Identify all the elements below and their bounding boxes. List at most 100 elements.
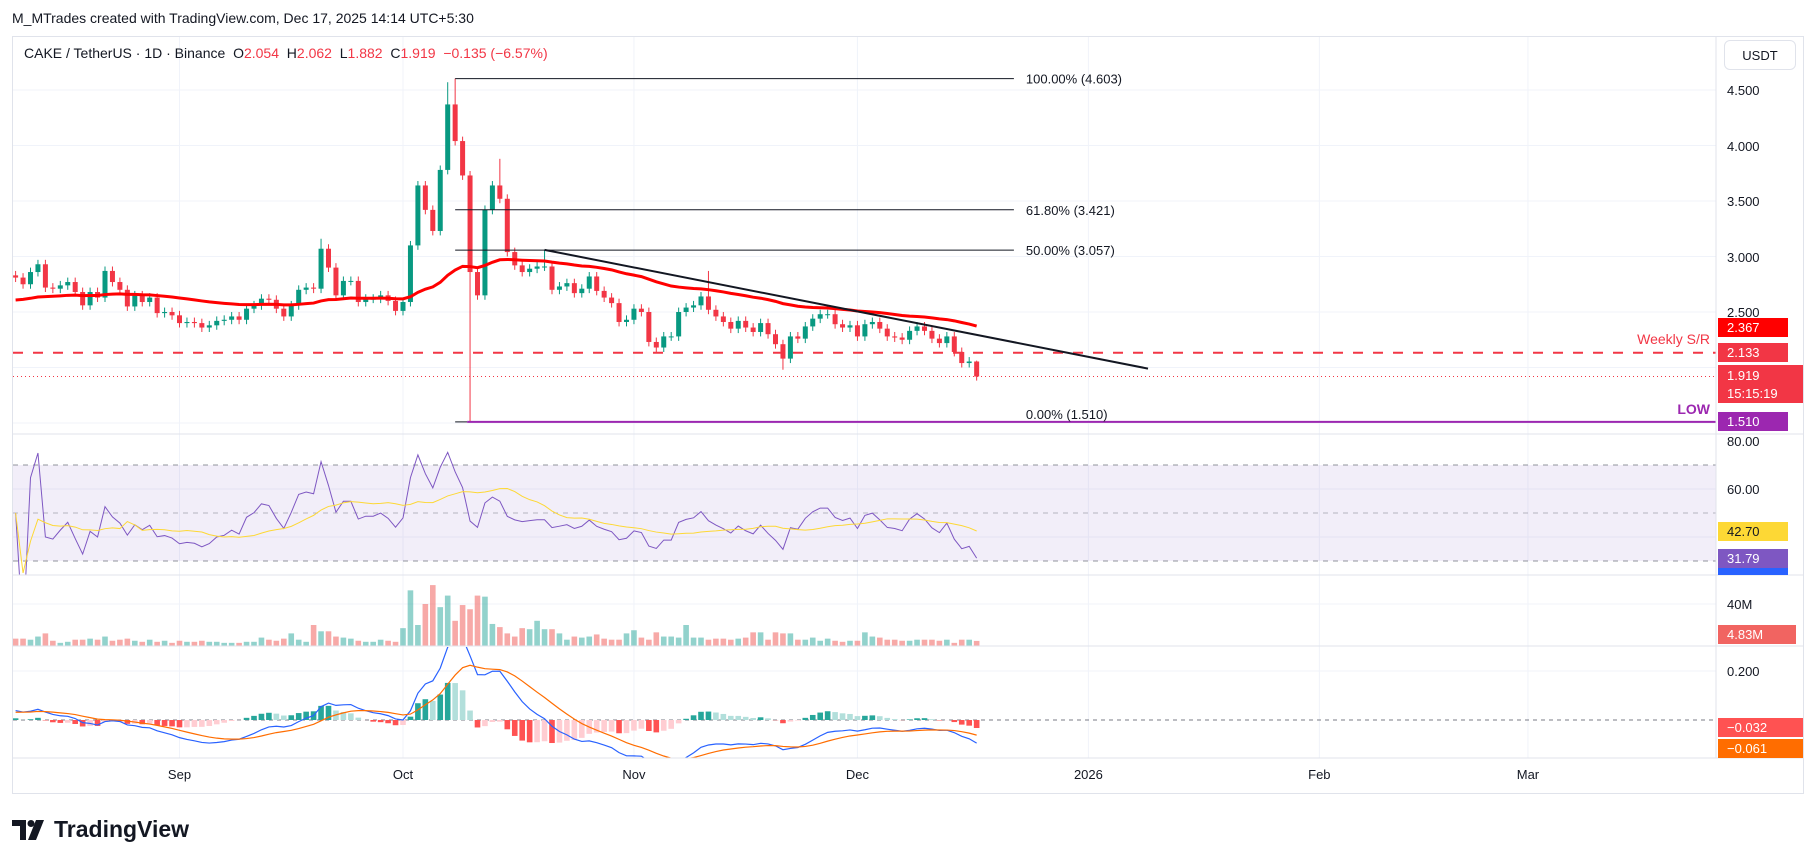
volume-bar [281,638,287,646]
candle-body [683,307,689,312]
volume-bar [914,639,920,646]
low-label[interactable]: LOW [1677,401,1710,417]
macd-histogram-bar [422,699,429,720]
volume-axis[interactable]: 40M 4.83M [1718,597,1796,644]
volume-bar [549,629,555,646]
macd-histogram-bar [348,713,354,720]
volume-bar [795,639,801,646]
candle-body [735,320,741,329]
fib-label-50[interactable]: 50.00% (3.057) [1026,243,1115,258]
time-axis[interactable]: Sep Oct Nov Dec 2026 Feb Mar [168,767,1540,782]
tradingview-logo[interactable]: TradingView [12,816,189,843]
macd-histogram-bar [809,714,816,720]
candle-body [326,248,331,268]
fib-label-0[interactable]: 0.00% (1.510) [1026,407,1108,422]
volume-bar [72,639,78,646]
macd-histogram-bar [437,694,444,720]
volume-bar [817,640,823,646]
volume-bar [668,636,674,646]
candle-body [884,328,890,337]
price-tick: 3.500 [1727,194,1760,209]
volume-bar [601,638,607,646]
macd-histogram-bar [452,683,458,720]
volume-bar [966,639,972,646]
volume-bar [854,640,861,646]
candle-body [214,320,220,326]
candle-body [758,323,764,332]
macd-histogram-bar [467,710,473,720]
candle-body [892,336,898,338]
candle-body [311,287,317,289]
candle-body [184,321,190,324]
macd-histogram-bar [94,720,101,726]
candle-body [467,175,473,273]
volume-bar [958,639,965,646]
macd-histogram-bar [303,711,309,720]
rsi-axis[interactable]: 80.00 60.00 42.70 31.79 [1718,434,1788,575]
macd-axis[interactable]: 0.200 −0.032 −0.061 [1718,664,1803,758]
candle-body [162,312,168,314]
volume-bar [720,638,727,646]
candle-body [430,209,436,231]
weekly-sr-label[interactable]: Weekly S/R [1637,331,1710,347]
volume-bar [877,637,883,646]
ma-price-tag [1718,318,1788,337]
symbol-legend[interactable]: CAKE / TetherUS · 1D · Binance O2.054 H2… [24,45,548,61]
macd-histogram-bar [541,720,548,742]
rsi-ma-tag-text: 42.70 [1727,524,1760,539]
macd-line [15,647,977,758]
macd-signal-line [15,664,977,758]
macd-histogram-bar [638,720,645,729]
volume-bar [146,639,153,646]
candle-body [743,320,749,328]
currency-button[interactable]: USDT [1724,40,1796,70]
logo-text: TradingView [54,816,190,842]
candle-body [571,283,577,294]
macd-tick: 0.200 [1727,664,1760,679]
symbol-name[interactable]: CAKE / TetherUS · 1D · Binance [24,45,226,61]
weekly-sr-price-tag-text: 2.133 [1727,345,1760,360]
volume-bar [452,620,458,646]
candle-body [296,289,302,306]
volume-tick: 40M [1727,597,1752,612]
macd-histogram-bar [884,717,891,720]
macd-histogram-bar [653,720,660,733]
candle-body [348,280,354,282]
fib-label-618[interactable]: 61.80% (3.421) [1026,203,1115,218]
candle-body [407,245,413,303]
macd-histogram-bar [549,720,555,744]
volume-bar [929,639,935,646]
volume-bar [57,642,64,646]
volume-bar [206,641,213,646]
macd-histogram-bar [482,720,488,727]
candle-body [527,268,533,273]
macd-histogram-bar [802,717,809,720]
candle-body [333,267,339,296]
candle-body [616,303,622,322]
macd-histogram-bar [251,715,257,720]
macd-histogram-bar [862,715,868,720]
candle-body [549,266,555,290]
volume-bar [139,641,146,646]
pane-separators [12,37,1803,759]
macd-histogram-bar [489,720,496,723]
volume-bar [13,638,19,646]
fib-label-100[interactable]: 100.00% (4.603) [1026,72,1122,87]
candle-body [624,319,629,322]
candle-body [601,290,607,298]
macd-histogram-bar [646,720,652,732]
candle-body [80,292,86,306]
volume-bar [27,639,34,646]
volume-bar [832,640,838,646]
rsi-band [13,464,1716,562]
candle-body [914,326,920,331]
macd-histogram-bar [370,720,376,722]
macd-histogram-bar [139,720,146,725]
volume-bar [750,632,756,646]
volume-bar [586,636,593,646]
price-axis[interactable]: 4.500 4.000 3.500 3.000 2.500 2.367 2.13… [1718,83,1803,431]
candle-body [236,316,242,320]
volume-bar [489,623,496,646]
volume-bar [325,631,332,646]
